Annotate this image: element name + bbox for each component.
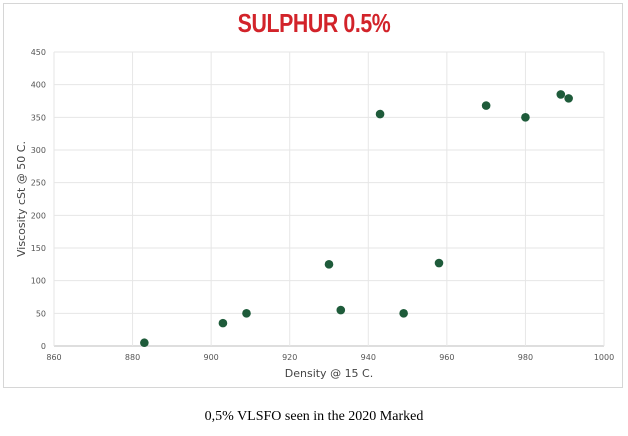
y-tick-label: 100 (31, 277, 46, 286)
y-tick-label: 150 (31, 244, 46, 253)
x-tick-label: 1000 (594, 353, 614, 362)
figure-caption: 0,5% VLSFO seen in the 2020 Marked (204, 409, 424, 424)
x-tick-label: 940 (361, 353, 376, 362)
data-point (399, 309, 408, 318)
data-point (434, 258, 444, 268)
y-tick-label: 450 (31, 48, 46, 57)
x-tick-label: 980 (518, 353, 533, 362)
data-point (218, 318, 228, 328)
data-point (556, 90, 566, 99)
data-point (564, 94, 573, 103)
x-tick-label: 960 (439, 353, 454, 362)
x-tick-label: 920 (282, 353, 297, 362)
x-tick-labels: 860 880 900 920 940 960 980 1000 (46, 353, 614, 362)
x-tick-label: 860 (46, 353, 61, 362)
y-tick-label: 250 (31, 179, 46, 188)
data-point (481, 101, 491, 110)
y-tick-label: 0 (41, 342, 46, 351)
y-axis-label: Viscosity cSt @ 50 C. (15, 141, 28, 257)
chart-title: SULPHUR 0.5% (237, 8, 391, 38)
x-tick-label: 880 (125, 353, 140, 362)
data-point (375, 109, 385, 119)
data-point (336, 305, 346, 315)
x-tick-label: 900 (204, 353, 219, 362)
grid-lines (53, 51, 605, 347)
y-tick-label: 400 (31, 81, 46, 90)
data-point (521, 113, 530, 122)
data-point (140, 338, 149, 348)
data-points (140, 90, 573, 348)
chart-frame (3, 3, 623, 388)
y-tick-labels: 0 50 100 150 200 250 300 350 400 450 (31, 48, 46, 351)
y-tick-label: 300 (31, 146, 46, 155)
y-tick-label: 50 (36, 309, 46, 318)
y-tick-label: 200 (31, 211, 46, 220)
y-tick-label: 350 (31, 113, 46, 122)
data-point (324, 260, 334, 269)
data-point (242, 309, 251, 318)
x-axis-label: Density @ 15 C. (285, 367, 373, 380)
